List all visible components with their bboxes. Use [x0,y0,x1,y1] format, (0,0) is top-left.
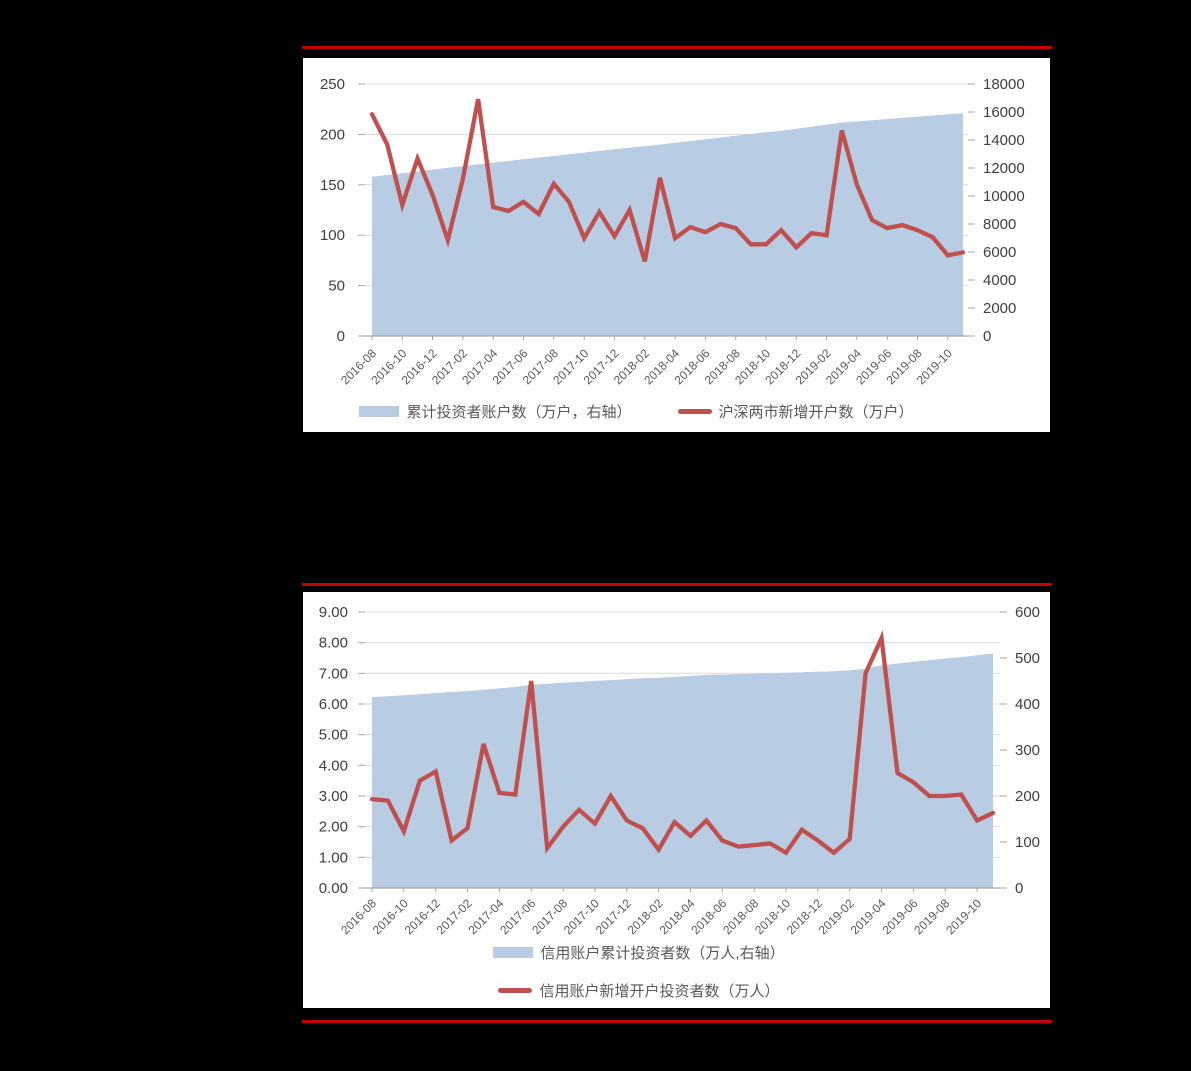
cumulative-area-series [372,113,963,336]
right-axis-label: 4000 [983,272,1016,289]
separator-line-top [302,46,1052,49]
investor-accounts-chart-panel: 250 200 150 100 50 0 18000 16000 14000 12000 10000… [303,58,1050,432]
right-axis-label: 0 [983,328,991,345]
credit-accounts-chart: 9.00 8.00 7.00 6.00 5.00 4.00 3.00 2.00 1.00 0.00… [319,604,1040,937]
credit-accounts-chart-panel: 9.00 8.00 7.00 6.00 5.00 4.00 3.00 2.00 1.00 0.00… [303,592,1050,1008]
right-axis-label: 0 [1015,880,1023,897]
right-axis-label: 300 [1015,742,1040,759]
right-axis-label: 400 [1015,696,1040,713]
left-axis-label: 4.00 [319,757,348,774]
area-series-label: 累计投资者账户数（万户，右轴） [406,404,632,421]
right-axis-label: 16000 [983,104,1025,121]
right-axis-label: 2000 [983,300,1016,317]
legend-item-line: 信用账户新增开户投资者数（万人） [498,980,780,1001]
area-series-swatch [359,406,400,417]
credit-accounts-legend: 信用账户累计投资者数（万人,右轴） 信用账户新增开户投资者数（万人） [303,942,1050,1001]
line-series-swatch [677,409,712,414]
separator-line-bottom [302,1020,1052,1023]
left-axis-label: 150 [320,177,345,194]
right-axis-label: 18000 [983,76,1025,93]
left-axis-label: 200 [320,126,345,143]
separator-line-middle [302,583,1052,586]
left-axis-label: 7.00 [319,665,348,682]
left-axis-label: 6.00 [319,696,348,713]
x-axis-label: 2019-10 [943,896,984,937]
left-axis-label: 2.00 [319,819,348,836]
left-axis-label: 0.00 [319,880,348,897]
legend-item-area: 累计投资者账户数（万户，右轴） [359,401,632,422]
right-axis-label: 6000 [983,244,1016,261]
line-series-swatch [498,988,533,993]
left-axis-label: 250 [320,76,345,93]
left-axis-label: 0 [337,328,345,345]
line-series-label: 沪深两市新增开户数（万户） [718,404,914,421]
right-axis-label: 500 [1015,650,1040,667]
area-series-swatch [493,947,534,958]
right-axis-label: 100 [1015,834,1040,851]
left-axis-label: 100 [320,227,345,244]
legend-item-area: 信用账户累计投资者数（万人,右轴） [493,942,785,963]
line-series-label: 信用账户新增开户投资者数（万人） [539,983,780,1000]
right-axis-label: 10000 [983,188,1025,205]
right-axis-label: 12000 [983,160,1025,177]
new-accounts-line-series [369,630,996,856]
left-axis-label: 50 [328,278,345,295]
left-axis-label: 3.00 [319,788,348,805]
right-axis-label: 600 [1015,604,1040,621]
left-axis-label: 8.00 [319,635,348,652]
right-axis-label: 8000 [983,216,1016,233]
new-accounts-line-series [369,98,966,263]
investor-accounts-legend: 累计投资者账户数（万户，右轴） 沪深两市新增开户数（万户） [303,401,1050,422]
left-axis-label: 1.00 [319,849,348,866]
investor-accounts-chart: 250 200 150 100 50 0 18000 16000 14000 12000 10000… [320,76,1025,387]
right-axis-label: 200 [1015,788,1040,805]
left-axis-label: 9.00 [319,604,348,621]
cumulative-area-series [372,653,993,888]
area-series-label: 信用账户累计投资者数（万人,右轴） [540,945,785,962]
right-axis-label: 14000 [983,132,1025,149]
left-axis-label: 5.00 [319,727,348,744]
legend-item-line: 沪深两市新增开户数（万户） [677,401,914,422]
